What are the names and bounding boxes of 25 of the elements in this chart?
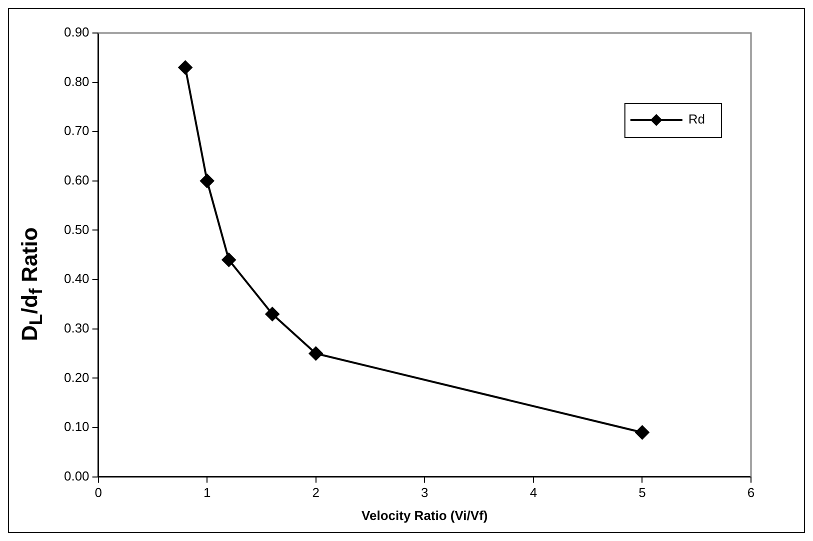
point <box>200 174 214 188</box>
y-tick-label: 0.60 <box>64 172 90 188</box>
point <box>308 346 323 361</box>
x-tick-label: 1 <box>203 485 211 500</box>
y-tick-label: 0.90 <box>64 24 90 40</box>
x-tick-label: 0 <box>94 485 102 500</box>
y-tick-label: 0.50 <box>64 222 90 237</box>
point <box>222 252 236 267</box>
y-tick-label: 0.80 <box>64 74 90 89</box>
x-tick-label: 2 <box>312 485 320 500</box>
y-tick-label: 0.40 <box>64 271 90 286</box>
x-axis-title: Velocity Ratio (Vi/Vf) <box>362 508 488 523</box>
x-tick-label: 5 <box>638 485 646 500</box>
point <box>635 425 650 440</box>
y-tick-label: 0.10 <box>64 419 90 434</box>
y-tick-label: 0.20 <box>64 370 90 385</box>
y-tick-label: 0.70 <box>64 123 90 138</box>
x-tick-label: 3 <box>421 485 428 500</box>
point <box>178 60 192 75</box>
legend-label: Rd <box>688 112 706 127</box>
point <box>265 307 280 322</box>
x-tick-label: 4 <box>530 485 538 500</box>
y-tick-label: 0.30 <box>64 320 90 336</box>
y-tick-label: 0.00 <box>64 468 90 484</box>
x-tick-label: 6 <box>747 485 755 500</box>
